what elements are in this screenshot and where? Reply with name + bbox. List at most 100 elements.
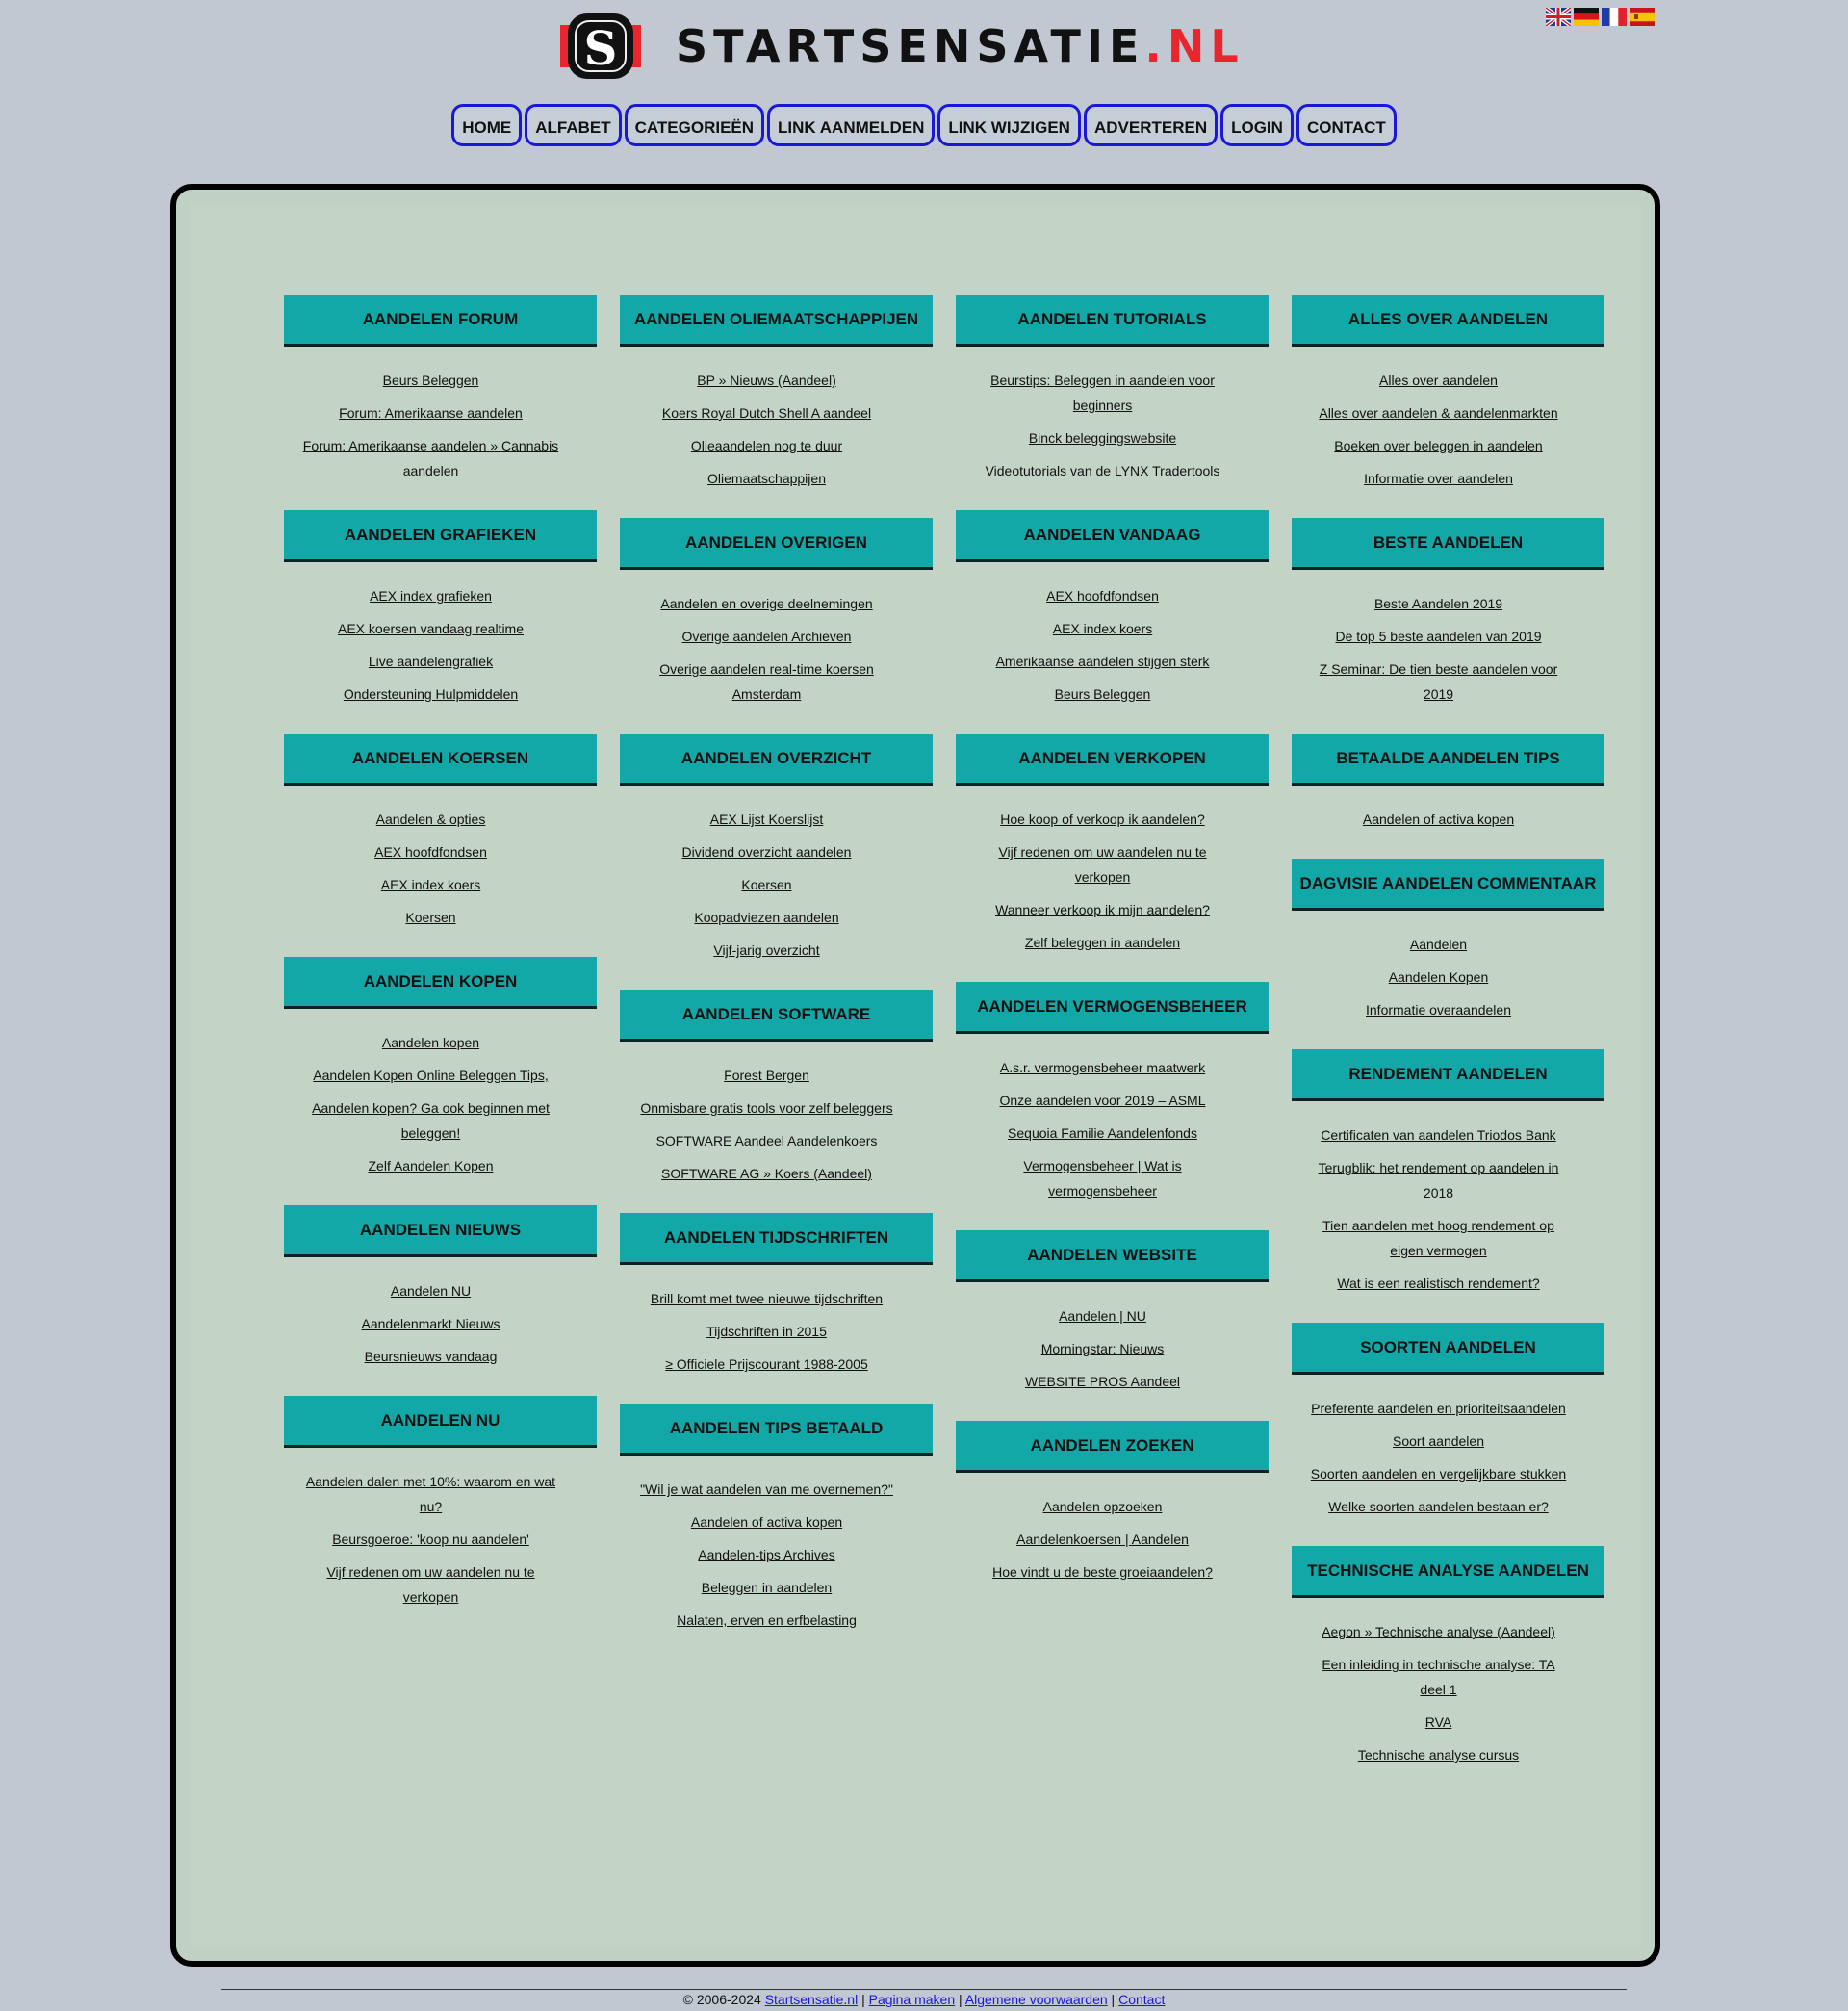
category-link[interactable]: Alles over aandelen xyxy=(1379,373,1498,388)
category-link[interactable]: AEX index koers xyxy=(1052,621,1153,636)
category-link[interactable]: Vermogensbeheer | Wat is vermogensbeheer xyxy=(1023,1158,1182,1199)
category-link[interactable]: SOFTWARE AG » Koers (Aandeel) xyxy=(661,1166,872,1181)
category-link[interactable]: Aandelen xyxy=(1409,937,1468,952)
category-link[interactable]: Informatie over aandelen xyxy=(1364,471,1513,486)
category-title[interactable]: AANDELEN OVERIGEN xyxy=(620,518,933,570)
category-link[interactable]: Tien aandelen met hoog rendement op eige… xyxy=(1322,1218,1554,1258)
category-link[interactable]: Soorten aandelen en vergelijkbare stukke… xyxy=(1310,1466,1567,1482)
flag-uk-icon[interactable] xyxy=(1546,8,1571,26)
category-link[interactable]: Oliemaatschappijen xyxy=(707,471,826,486)
category-link[interactable]: Hoe koop of verkoop ik aandelen? xyxy=(1000,812,1205,827)
category-link[interactable]: Overige aandelen Archieven xyxy=(681,629,852,644)
category-link[interactable]: Videotutorials van de LYNX Tradertools xyxy=(985,463,1220,478)
category-link[interactable]: Beleggen in aandelen xyxy=(701,1580,833,1595)
nav-login[interactable]: LOGIN xyxy=(1220,104,1294,146)
category-link[interactable]: De top 5 beste aandelen van 2019 xyxy=(1335,629,1542,644)
category-title[interactable]: BESTE AANDELEN xyxy=(1292,518,1604,570)
category-title[interactable]: SOORTEN AANDELEN xyxy=(1292,1323,1604,1375)
category-link[interactable]: Aandelen en overige deelnemingen xyxy=(660,596,873,611)
category-link[interactable]: Certificaten van aandelen Triodos Bank xyxy=(1321,1127,1556,1143)
category-link[interactable]: Sequoia Familie Aandelenfonds xyxy=(1008,1125,1197,1141)
category-title[interactable]: AANDELEN VANDAAG xyxy=(956,510,1269,562)
category-title[interactable]: AANDELEN GRAFIEKEN xyxy=(284,510,597,562)
category-title[interactable]: DAGVISIE AANDELEN COMMENTAAR xyxy=(1292,859,1604,911)
category-link[interactable]: Koers Royal Dutch Shell A aandeel xyxy=(661,405,872,421)
category-link[interactable]: SOFTWARE Aandeel Aandelenkoers xyxy=(655,1133,878,1148)
nav-link-wijzigen[interactable]: LINK WIJZIGEN xyxy=(937,104,1081,146)
footer-link[interactable]: Algemene voorwaarden xyxy=(964,1992,1108,2007)
category-link[interactable]: Zelf beleggen in aandelen xyxy=(1024,935,1181,950)
category-title[interactable]: AANDELEN OVERZICHT xyxy=(620,734,933,786)
category-link[interactable]: ≥ Officiele Prijscourant 1988-2005 xyxy=(665,1356,868,1372)
category-link[interactable]: AEX Lijst Koerslijst xyxy=(709,812,824,827)
category-link[interactable]: Hoe vindt u de beste groeiaandelen? xyxy=(992,1564,1213,1580)
category-link[interactable]: Aandelen Kopen xyxy=(1388,969,1489,985)
category-link[interactable]: Informatie overaandelen xyxy=(1366,1002,1511,1018)
category-link[interactable]: Beursnieuws vandaag xyxy=(364,1349,498,1364)
category-link[interactable]: Overige aandelen real-time koersen Amste… xyxy=(659,661,874,702)
category-link[interactable]: Aandelen kopen xyxy=(381,1035,480,1050)
category-link[interactable]: Morningstar: Nieuws xyxy=(1040,1341,1165,1356)
nav-categorieën[interactable]: CATEGORIEËN xyxy=(624,104,765,146)
footer-link[interactable]: Contact xyxy=(1118,1992,1166,2007)
footer-link[interactable]: Pagina maken xyxy=(868,1992,956,2007)
category-title[interactable]: AANDELEN NU xyxy=(284,1396,597,1448)
category-link[interactable]: Tijdschriften in 2015 xyxy=(706,1324,827,1339)
category-link[interactable]: Aandelenmarkt Nieuws xyxy=(361,1316,500,1331)
category-link[interactable]: Nalaten, erven en erfbelasting xyxy=(677,1612,857,1628)
footer-link[interactable]: Startsensatie.nl xyxy=(764,1992,859,2007)
site-logo[interactable]: S STARTSENSATIE.NL xyxy=(560,12,1292,81)
category-link[interactable]: Z Seminar: De tien beste aandelen voor 2… xyxy=(1319,661,1558,702)
category-title[interactable]: AANDELEN TIJDSCHRIFTEN xyxy=(620,1213,933,1265)
category-link[interactable]: Vijf redenen om uw aandelen nu te verkop… xyxy=(326,1564,535,1605)
category-link[interactable]: RVA xyxy=(1424,1715,1452,1730)
nav-alfabet[interactable]: ALFABET xyxy=(525,104,622,146)
category-link[interactable]: "Wil je wat aandelen van me overnemen?" xyxy=(640,1482,893,1497)
category-link[interactable]: Aandelen dalen met 10%: waarom en wat nu… xyxy=(305,1474,556,1514)
category-title[interactable]: TECHNISCHE ANALYSE AANDELEN xyxy=(1292,1546,1604,1598)
nav-link-aanmelden[interactable]: LINK AANMELDEN xyxy=(767,104,936,146)
category-link[interactable]: AEX index grafieken xyxy=(370,588,492,604)
category-link[interactable]: AEX hoofdfondsen xyxy=(1046,588,1159,604)
category-link[interactable]: Vijf redenen om uw aandelen nu te verkop… xyxy=(998,844,1207,885)
category-link[interactable]: Aandelen of activa kopen xyxy=(690,1514,843,1530)
category-title[interactable]: AANDELEN NIEUWS xyxy=(284,1205,597,1257)
category-link[interactable]: Olieaandelen nog te duur xyxy=(690,438,843,453)
category-title[interactable]: AANDELEN KOPEN xyxy=(284,957,597,1009)
flag-es-icon[interactable] xyxy=(1630,8,1655,26)
category-link[interactable]: Aegon » Technische analyse (Aandeel) xyxy=(1322,1624,1555,1639)
category-link[interactable]: Wat is een realistisch rendement? xyxy=(1337,1276,1540,1291)
nav-contact[interactable]: CONTACT xyxy=(1296,104,1397,146)
category-link[interactable]: Onmisbare gratis tools voor zelf belegge… xyxy=(640,1100,893,1116)
nav-home[interactable]: HOME xyxy=(451,104,523,146)
flag-fr-icon[interactable] xyxy=(1602,8,1627,26)
category-link[interactable]: Aandelen & opties xyxy=(375,812,486,827)
category-link[interactable]: Aandelen opzoeken xyxy=(1042,1499,1163,1514)
category-link[interactable]: AEX hoofdfondsen xyxy=(374,844,487,860)
category-title[interactable]: AANDELEN TIPS BETAALD xyxy=(620,1404,933,1456)
category-link[interactable]: Een inleiding in technische analyse: TA … xyxy=(1322,1657,1555,1697)
category-link[interactable]: A.s.r. vermogensbeheer maatwerk xyxy=(999,1060,1206,1075)
category-link[interactable]: Aandelen NU xyxy=(390,1283,472,1299)
category-title[interactable]: RENDEMENT AANDELEN xyxy=(1292,1049,1604,1101)
category-title[interactable]: AANDELEN WEBSITE xyxy=(956,1230,1269,1282)
category-link[interactable]: Soort aandelen xyxy=(1393,1433,1484,1449)
category-title[interactable]: AANDELEN VERKOPEN xyxy=(956,734,1269,786)
category-link[interactable]: Boeken over beleggen in aandelen xyxy=(1334,438,1543,453)
category-link[interactable]: WEBSITE PROS Aandeel xyxy=(1024,1374,1181,1389)
category-link[interactable]: Dividend overzicht aandelen xyxy=(681,844,852,860)
category-link[interactable]: Welke soorten aandelen bestaan er? xyxy=(1328,1499,1549,1514)
category-link[interactable]: Ondersteuning Hulpmiddelen xyxy=(343,686,519,702)
category-link[interactable]: Zelf Aandelen Kopen xyxy=(368,1158,494,1173)
category-link[interactable]: Koersen xyxy=(741,877,792,892)
category-title[interactable]: AANDELEN ZOEKEN xyxy=(956,1421,1269,1473)
category-link[interactable]: Aandelen-tips Archives xyxy=(698,1547,835,1562)
category-link[interactable]: Aandelen Kopen Online Beleggen Tips, xyxy=(313,1068,549,1083)
category-link[interactable]: Aandelenkoersen | Aandelen xyxy=(1016,1532,1189,1547)
category-link[interactable]: AEX index koers xyxy=(380,877,481,892)
category-link[interactable]: Binck beleggingswebsite xyxy=(1028,430,1177,446)
category-link[interactable]: Terugblik: het rendement op aandelen in … xyxy=(1318,1160,1559,1200)
category-link[interactable]: Brill komt met twee nieuwe tijdschriften xyxy=(650,1291,884,1306)
flag-de-icon[interactable] xyxy=(1574,8,1599,26)
category-title[interactable]: ALLES OVER AANDELEN xyxy=(1292,295,1604,347)
